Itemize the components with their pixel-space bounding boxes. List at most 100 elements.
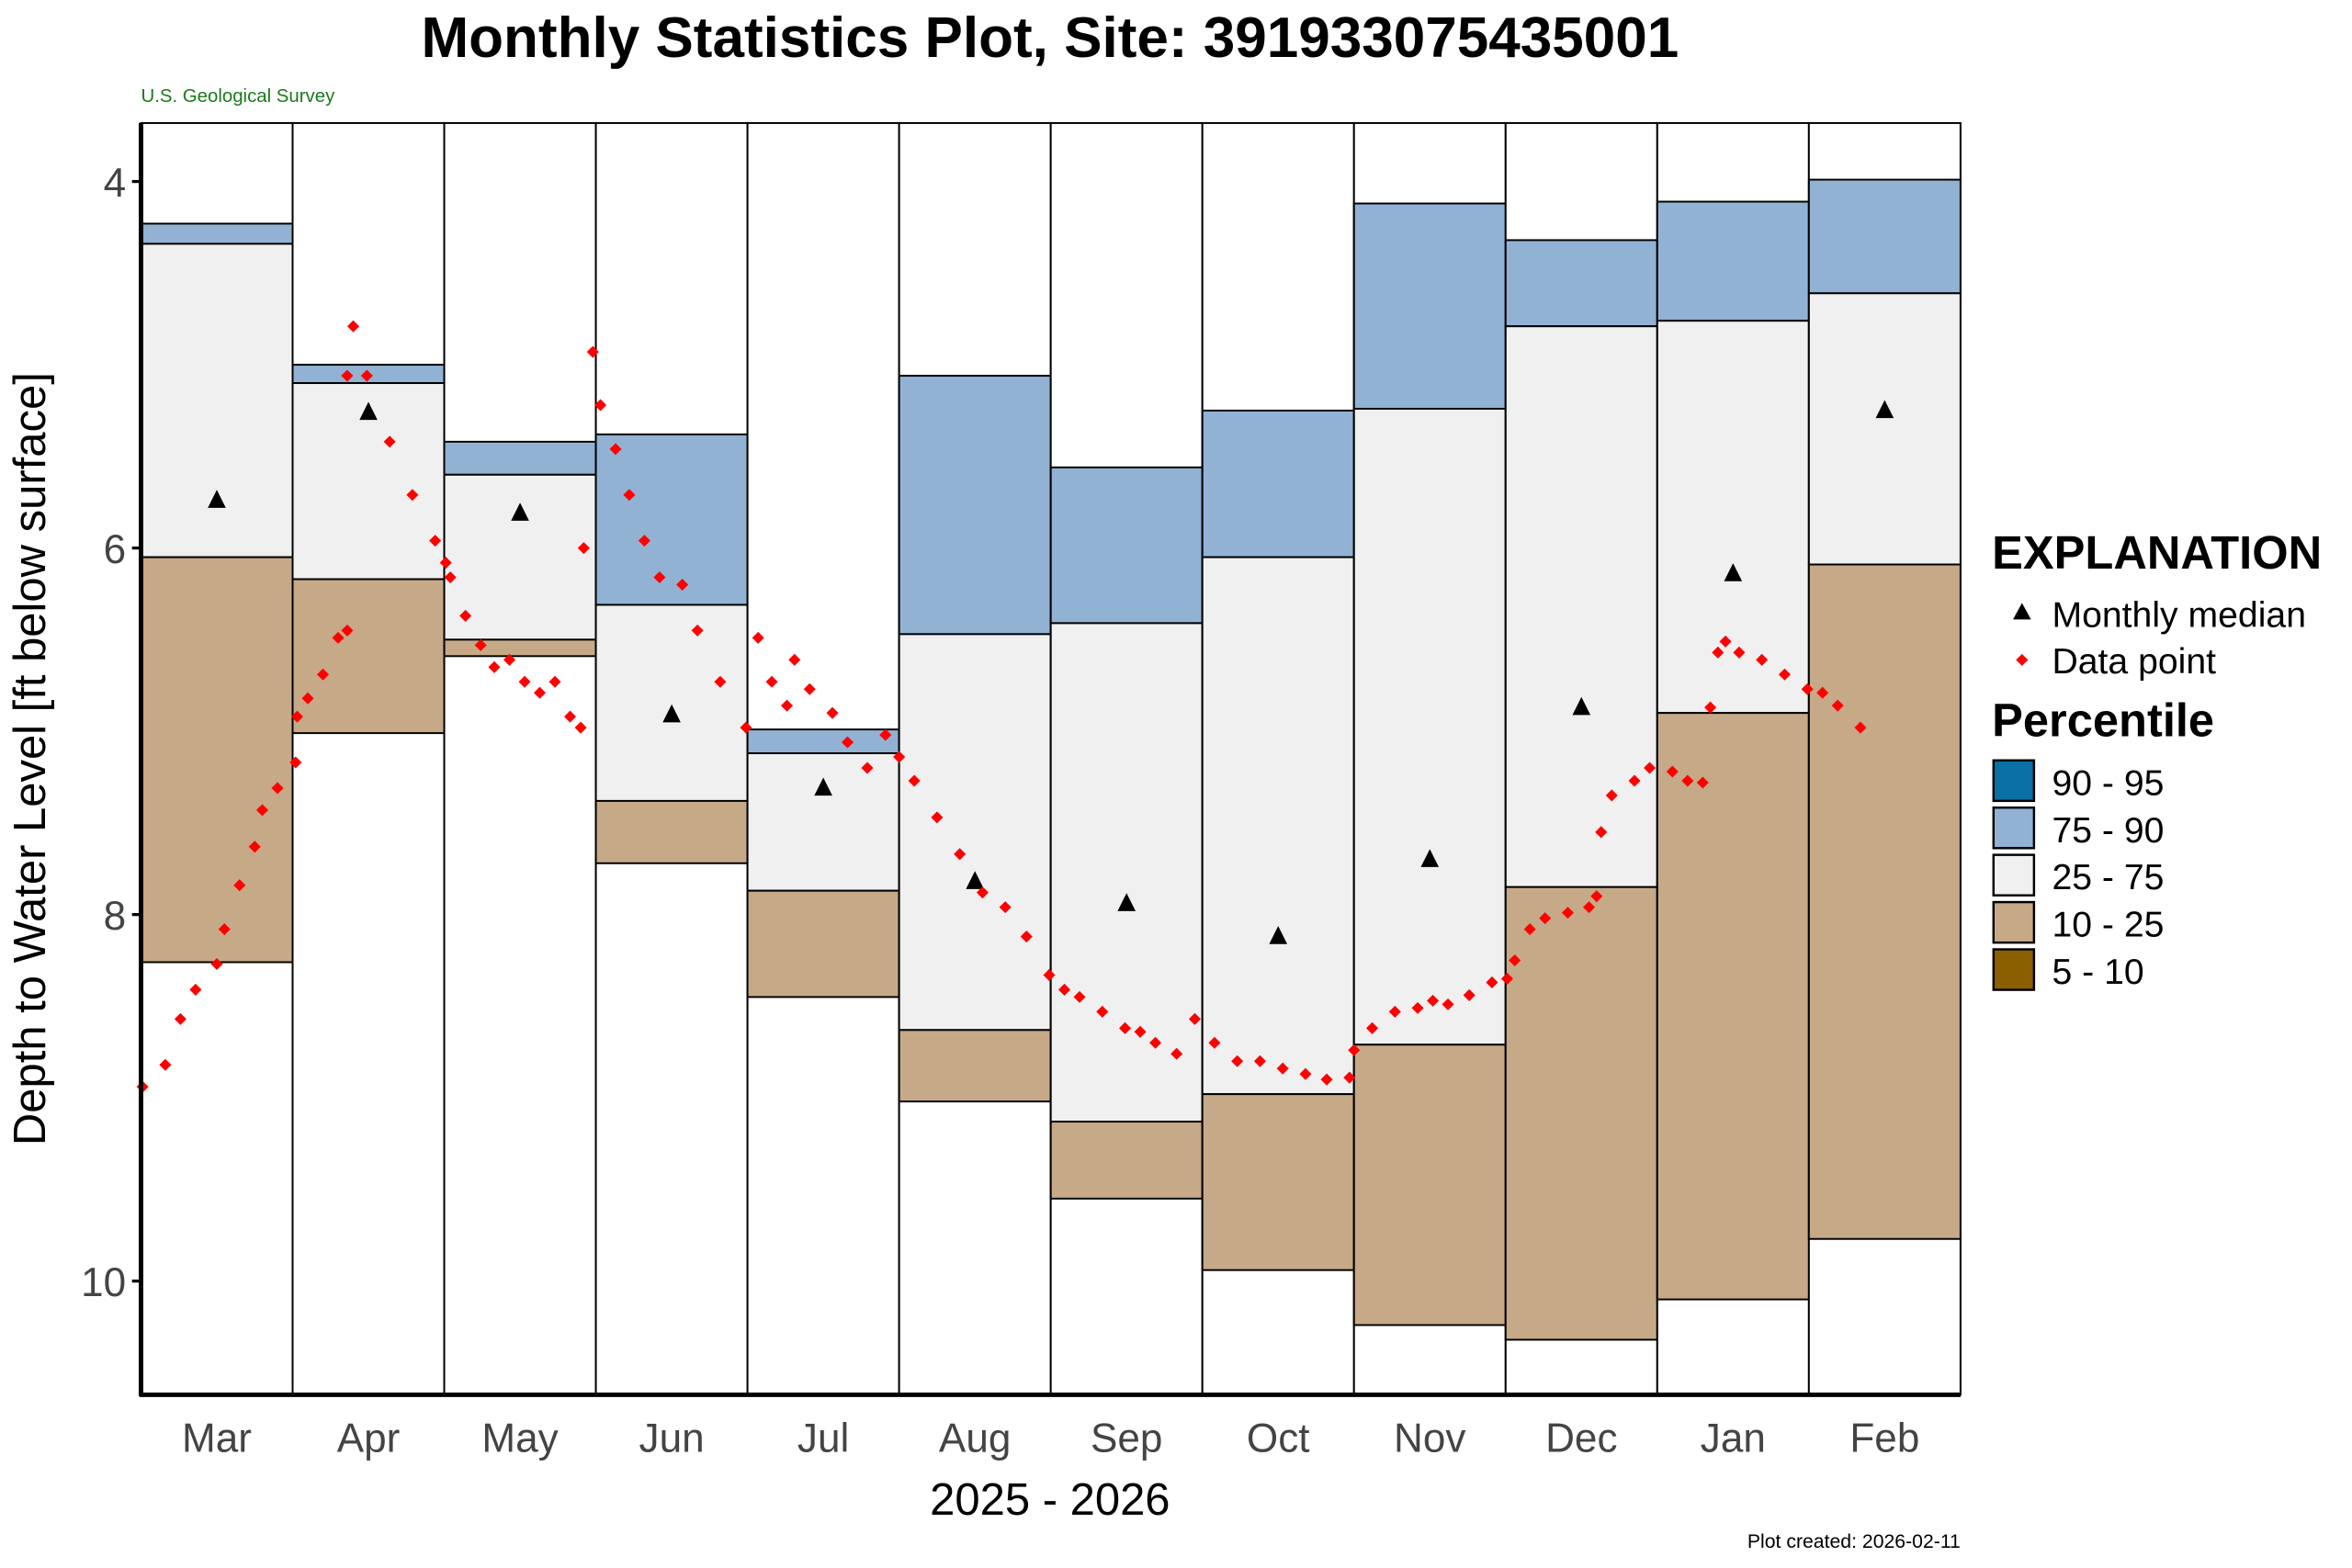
band-10-25-aug <box>898 1029 1052 1103</box>
data-point <box>1756 653 1769 666</box>
band-75-90-may <box>443 440 597 476</box>
legend-point-label: Data point <box>2052 642 2216 682</box>
x-tick-label-oct: Oct <box>1247 1416 1310 1461</box>
x-tick-label-sep: Sep <box>1091 1416 1162 1461</box>
y-tick-label: 6 <box>104 527 127 572</box>
data-point <box>1170 1047 1183 1060</box>
percentile-bands <box>140 121 1962 1396</box>
data-point <box>548 675 561 688</box>
median-marker-may <box>511 502 529 521</box>
x-tick-label-jun: Jun <box>639 1416 705 1461</box>
plot-created-note: Plot created: 2026-02-11 <box>1747 1531 1961 1552</box>
data-point <box>1583 901 1596 914</box>
x-tick-label-aug: Aug <box>939 1416 1011 1461</box>
data-point <box>1509 953 1521 967</box>
data-point <box>1348 1043 1361 1056</box>
data-point <box>931 811 944 824</box>
data-point <box>676 578 689 592</box>
data-point <box>1719 635 1732 648</box>
legend-median-triangle-icon <box>2013 603 2031 620</box>
data-point <box>429 535 442 547</box>
data-point <box>1681 774 1694 787</box>
data-point <box>255 804 269 817</box>
band-25-75-oct <box>1201 556 1355 1096</box>
data-point <box>1299 1067 1312 1080</box>
band-25-75-feb <box>1807 292 1962 566</box>
band-10-25-jun <box>594 799 749 864</box>
data-point <box>1523 923 1536 936</box>
band-10-25-oct <box>1201 1093 1355 1271</box>
data-point <box>159 1058 172 1071</box>
data-point <box>609 443 622 456</box>
data-point <box>1666 765 1679 778</box>
band-25-75-may <box>443 473 597 641</box>
data-point <box>439 557 452 570</box>
data-point <box>189 983 202 996</box>
data-point <box>594 399 607 412</box>
data-point <box>316 668 330 681</box>
legend-swatch-3 <box>1992 900 2036 944</box>
median-markers <box>208 400 1894 944</box>
band-75-90-feb <box>1807 178 1962 295</box>
data-point <box>444 570 457 584</box>
data-point <box>623 489 636 502</box>
data-point <box>1463 988 1476 1001</box>
x-ticks: Mar Apr May Jun Jul Aug Sep Oct Nov Dec Jan Feb <box>182 1416 1919 1461</box>
median-marker-oct <box>1269 926 1288 944</box>
data-point <box>638 535 650 547</box>
x-tick-label-may: May <box>481 1416 558 1461</box>
band-25-75-jul <box>746 752 900 892</box>
data-point <box>563 710 577 723</box>
band-75-90-sep <box>1049 466 1204 625</box>
data-point <box>1605 789 1618 802</box>
data-point <box>826 706 839 719</box>
legend-swatch-0 <box>1992 759 2036 803</box>
month-column-may <box>443 121 597 1396</box>
data-point <box>218 923 231 936</box>
band-25-75-nov <box>1352 407 1507 1046</box>
band-10-25-jul <box>746 889 900 998</box>
band-75-90-mar <box>140 222 294 245</box>
data-point <box>1628 774 1641 787</box>
band-25-75-dec <box>1504 325 1658 888</box>
band-10-25-feb <box>1807 563 1962 1240</box>
data-point <box>893 750 906 763</box>
data-point <box>248 840 261 853</box>
data-point <box>1442 998 1454 1010</box>
data-point <box>574 721 587 734</box>
median-marker-mar <box>208 490 226 508</box>
data-point <box>1231 1055 1244 1067</box>
median-marker-nov <box>1420 849 1440 867</box>
data-point <box>459 609 472 622</box>
band-10-25-dec <box>1504 886 1658 1341</box>
legend-band-label: 10 - 25 <box>2052 906 2164 945</box>
band-10-25-may <box>443 638 597 658</box>
band-10-25-apr <box>291 578 446 735</box>
band-25-75-jan <box>1656 320 1810 715</box>
data-point <box>1831 699 1844 712</box>
legend-heading: EXPLANATION <box>1992 526 2322 579</box>
legend-band-label: 75 - 90 <box>2052 811 2164 851</box>
median-marker-sep <box>1117 893 1136 911</box>
data-point <box>577 542 590 555</box>
data-point <box>1733 646 1746 659</box>
median-marker-jul <box>814 777 832 796</box>
legend-data-point-icon <box>2016 653 2029 666</box>
data-point <box>488 660 501 673</box>
band-10-25-sep <box>1049 1121 1204 1200</box>
legend-swatch-2 <box>1992 853 2036 897</box>
data-point <box>1134 1025 1147 1038</box>
data-point <box>752 631 764 644</box>
data-point <box>691 624 704 637</box>
legend: EXPLANATION Monthly median Data point Pe… <box>1992 526 2322 992</box>
data-point <box>841 736 854 749</box>
legend-median-label: Monthly median <box>2052 595 2306 635</box>
band-25-75-aug <box>898 633 1052 1032</box>
y-tick-label: 10 <box>81 1260 126 1305</box>
legend-band-label: 90 - 95 <box>2052 763 2164 803</box>
data-point <box>879 728 892 741</box>
median-marker-aug <box>966 871 984 889</box>
band-75-90-dec <box>1504 239 1658 328</box>
data-point <box>301 692 314 705</box>
data-point <box>1539 912 1552 925</box>
